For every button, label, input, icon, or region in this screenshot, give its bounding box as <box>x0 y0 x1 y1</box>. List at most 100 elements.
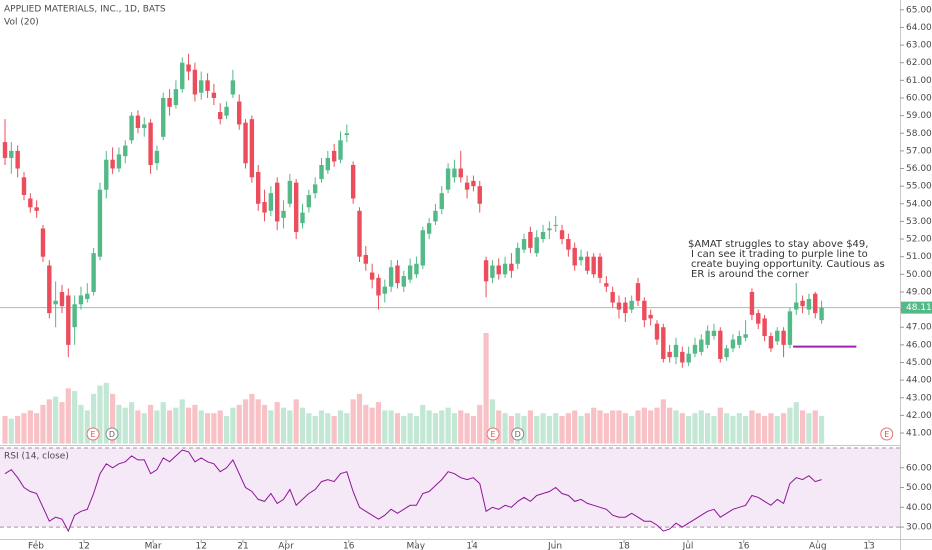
candle-body <box>15 150 20 169</box>
volume-bar <box>230 407 236 444</box>
candle-body <box>369 272 375 280</box>
candle-body <box>173 89 179 106</box>
candle-body <box>515 247 520 264</box>
candle-body <box>274 182 280 222</box>
y-tick-label: 64.00 <box>906 23 932 33</box>
volume-bar <box>755 413 761 444</box>
volume-bar <box>749 410 755 444</box>
rsi-tick-label: 50.00 <box>906 483 932 493</box>
candle-body <box>585 256 590 271</box>
x-tick-label: 21 <box>237 542 248 550</box>
y-tick-label: 62.00 <box>906 58 932 68</box>
candle-body <box>85 293 90 300</box>
volume-bar <box>287 410 293 444</box>
x-tick-label: 18 <box>618 542 630 550</box>
event-marker <box>86 427 100 441</box>
candle-body <box>521 239 527 250</box>
candle-body <box>433 210 438 222</box>
candle-body <box>2 142 8 158</box>
candle-body <box>116 154 122 169</box>
volume-bar <box>496 410 502 444</box>
volume-bar <box>508 415 514 444</box>
volume-bar <box>534 415 540 444</box>
volume-bar <box>648 410 654 444</box>
candle-body <box>249 119 255 178</box>
volume-bar <box>46 399 52 444</box>
candle-body <box>743 334 748 338</box>
y-tick-label: 42.00 <box>906 411 932 421</box>
rsi-line <box>4 449 822 533</box>
candle-body <box>699 339 704 352</box>
candle-body <box>775 330 780 342</box>
y-tick-label: 56.00 <box>906 164 932 174</box>
volume-bar <box>363 404 369 444</box>
y-tick-label: 60.00 <box>906 93 932 103</box>
volume-bar <box>818 415 825 444</box>
y-tick-label: 61.00 <box>906 76 932 86</box>
volume-bar <box>40 404 46 444</box>
volume-bar <box>603 413 609 444</box>
volume-bar <box>559 415 565 444</box>
volume-bar <box>610 410 616 444</box>
candle-body <box>388 267 394 287</box>
volume-label: Vol (20) <box>4 18 39 28</box>
last-price-box <box>901 301 932 314</box>
candle-body <box>154 150 160 164</box>
candle-body <box>496 265 501 275</box>
candle-body <box>610 291 615 303</box>
x-tick-label: Apr <box>278 542 294 550</box>
rsi-tick-label: 30.00 <box>906 523 932 533</box>
candle-body <box>72 304 77 328</box>
candle-body <box>464 182 470 190</box>
volume-bar <box>268 410 274 444</box>
volume-bar <box>489 399 496 444</box>
volume-bar <box>331 415 337 444</box>
volume-bar <box>793 402 799 444</box>
candle-body <box>661 327 666 359</box>
volume-bar <box>369 407 375 444</box>
volume-bar <box>654 407 660 444</box>
chart-title: APPLIED MATERIALS, INC., 1D, BATS <box>4 5 166 15</box>
y-tick-label: 43.00 <box>906 393 932 403</box>
candle-body <box>509 263 514 271</box>
x-tick-label: May <box>407 542 426 550</box>
candle-body <box>572 247 577 266</box>
candle-body <box>648 314 653 319</box>
candle-body <box>439 193 444 210</box>
volume-bar <box>223 415 230 444</box>
y-tick-label: 54.00 <box>906 199 932 209</box>
volume-bar <box>578 415 584 444</box>
volume-bar <box>413 415 420 444</box>
volume-bar <box>572 410 578 444</box>
volume-bar <box>72 391 78 444</box>
volume-bar <box>591 407 597 444</box>
volume-bar <box>477 404 483 444</box>
annotation-line: create buying opportunity. Cautious as <box>691 259 885 270</box>
volume-bar <box>135 410 141 444</box>
volume-bar <box>192 404 198 444</box>
volume-bar <box>350 399 356 444</box>
candle-body <box>287 180 293 204</box>
x-tick-label: Jun <box>547 542 562 550</box>
volume-bar <box>540 413 546 444</box>
rsi-band <box>0 447 900 528</box>
volume-bar <box>337 410 344 444</box>
y-tick-label: 44.00 <box>906 376 932 386</box>
volume-bar <box>711 415 717 444</box>
volume-bar <box>53 396 59 444</box>
volume-bar <box>34 413 40 444</box>
candle-body <box>806 299 812 310</box>
candle-body <box>123 145 128 157</box>
volume-bar <box>483 333 489 444</box>
volume-bar <box>255 399 261 444</box>
candle-body <box>781 330 786 345</box>
volume-bar <box>261 404 268 444</box>
candle-body <box>28 198 33 208</box>
volume-bar <box>451 413 458 444</box>
volume-bar <box>565 413 571 444</box>
volume-bar <box>458 410 464 444</box>
candle-body <box>395 265 400 284</box>
volume-bar <box>344 413 350 444</box>
candle-body <box>110 159 115 169</box>
candle-body <box>800 300 805 307</box>
